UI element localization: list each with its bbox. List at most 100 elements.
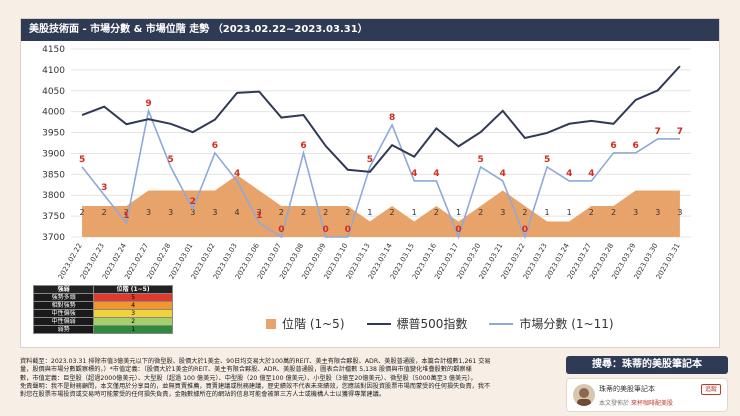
legend-label-level: 位階 (1~5): [282, 317, 345, 331]
chart-plot: 3700375038003850390039504000405041004150…: [42, 45, 691, 281]
y-tick-label: 4150: [42, 45, 65, 55]
score-label: 5: [544, 155, 550, 165]
legend-item-score: 市場分數 (1~11): [489, 315, 614, 332]
chart-legend: 位階 (1~5) 標普500指數 市場分數 (1~11): [266, 315, 614, 332]
score-label: 6: [300, 141, 306, 151]
level-label: 3: [168, 208, 173, 217]
score-line: [81, 108, 680, 240]
level-label: 2: [390, 208, 395, 217]
score-label: 5: [168, 155, 174, 165]
score-label: 0: [455, 225, 461, 235]
author-name: 珠蒂的美股筆記本: [599, 385, 655, 393]
rank-label: 弱勢: [32, 325, 95, 334]
search-banner: 搜尋：珠蒂的美股筆記本: [566, 356, 728, 374]
chart-frame: 美股技術面 - 市場分數 & 市場位階 走勢 （2023.02.22~2023.…: [20, 18, 720, 348]
level-label: 3: [212, 208, 217, 217]
follow-button[interactable]: 追蹤: [700, 384, 721, 395]
level-label: 2: [301, 208, 306, 217]
rank-label: 中性偏強: [32, 309, 95, 318]
level-label: 2: [80, 208, 85, 217]
y-tick-label: 3750: [42, 212, 65, 222]
rank-table: 強弱 位階 (1~5) 強勢多頭 5 相對強勢 4 中性偏強 3 中性偏弱 2 …: [32, 285, 173, 334]
score-label: 9: [145, 99, 151, 109]
level-label: 2: [478, 208, 483, 217]
level-label: 4: [235, 208, 240, 217]
score-label: 4: [411, 169, 417, 179]
score-label: 5: [79, 155, 85, 165]
legend-item-sp500: 標普500指數: [366, 315, 468, 332]
level-label: 1: [412, 208, 417, 217]
score-label: 7: [655, 127, 661, 137]
level-label: 2: [611, 208, 616, 217]
level-label: 2: [279, 208, 284, 217]
score-label: 0: [522, 225, 528, 235]
legend-swatch-score: [489, 322, 514, 325]
note-line: 量，股價與市場分數觀察標的，）*市值定義：（股價大於1美金的REIT、美主有限合…: [20, 366, 472, 374]
brand-panel: 搜尋：珠蒂的美股筆記本 珠蒂的美股筆記本 本文發佈於 來杯咖啡配美股 追蹤: [566, 356, 728, 412]
score-label: 4: [566, 169, 572, 179]
y-tick-label: 3950: [42, 129, 65, 139]
score-label: 8: [389, 113, 395, 123]
level-label: 2: [522, 208, 527, 217]
note-line: 免責聲明：我不是財務顧問，本文僅用於分享目的，並無買賣推薦，買賣建議或稅務建議，…: [20, 382, 491, 390]
note-line: 資料截至：2023.03.31 排除市值3億美元以下的微型股、股價大於1美金、9…: [20, 358, 491, 365]
level-area: [82, 175, 680, 237]
y-tick-label: 3800: [42, 191, 65, 201]
level-label: 3: [633, 208, 638, 217]
score-label: 4: [234, 169, 240, 179]
rank-label: 相對強勢: [32, 301, 95, 310]
score-label: 0: [345, 225, 351, 235]
y-tick-label: 3700: [42, 233, 65, 243]
author-sub-prefix: 本文發佈於: [599, 400, 630, 407]
rank-header-level: 位階 (1~5): [93, 285, 173, 294]
score-label: 4: [588, 169, 594, 179]
score-label: 1: [256, 211, 262, 221]
x-tick-label: 2023.03.31: [655, 242, 682, 281]
level-label: 2: [345, 208, 350, 217]
level-label: 2: [589, 208, 594, 217]
avatar: [573, 384, 595, 406]
score-label: 2: [190, 197, 196, 207]
author-sub-link[interactable]: 來杯咖啡配美股: [630, 400, 673, 407]
score-label: 4: [500, 169, 506, 179]
rank-value: 3: [93, 309, 173, 318]
score-label: 7: [677, 127, 683, 137]
rank-label: 中性偏弱: [32, 317, 95, 326]
score-label: 6: [633, 141, 639, 151]
y-tick-label: 4000: [42, 108, 65, 118]
author-sub: 本文發佈於 來杯咖啡配美股: [599, 398, 673, 407]
level-label: 2: [434, 208, 439, 217]
note-line: 對您在股票市場投資或交易時可能蒙受的任何損失負責，金融數據所在的網站的信息可能會…: [20, 391, 386, 399]
y-tick-label: 3850: [42, 170, 65, 180]
author-card[interactable]: 珠蒂的美股筆記本 本文發佈於 來杯咖啡配美股 追蹤: [566, 378, 728, 412]
legend-label-score: 市場分數 (1~11): [519, 317, 614, 331]
rank-label: 強勢多頭: [32, 293, 95, 302]
level-label: 2: [102, 208, 107, 217]
legend-swatch-area: [266, 318, 276, 329]
level-label: 3: [655, 208, 660, 217]
score-label: 4: [433, 169, 439, 179]
level-label: 1: [456, 208, 461, 217]
rank-value: 2: [93, 317, 173, 326]
score-label: 6: [212, 141, 218, 151]
footnotes: 資料截至：2023.03.31 排除市值3億美元以下的微型股、股價大於1美金、9…: [20, 358, 560, 399]
level-label: 2: [323, 208, 328, 217]
level-label: 3: [500, 208, 505, 217]
rank-value: 5: [93, 293, 173, 302]
avatar-icon: [577, 388, 591, 406]
level-label: 1: [567, 208, 572, 217]
score-label: 0: [278, 225, 284, 235]
legend-label-sp500: 標普500指數: [396, 317, 468, 331]
sp500-line: [81, 65, 681, 173]
level-label: 3: [146, 208, 151, 217]
rank-value: 4: [93, 301, 173, 310]
score-label: 1: [123, 211, 129, 221]
score-label: 5: [478, 155, 484, 165]
level-label: 1: [545, 208, 550, 217]
level-label: 2: [124, 208, 129, 217]
score-label: 3: [101, 183, 107, 193]
y-tick-label: 4050: [42, 87, 65, 97]
level-label: 3: [190, 208, 195, 217]
rank-value: 1: [93, 325, 173, 334]
y-tick-label: 4100: [42, 66, 65, 76]
